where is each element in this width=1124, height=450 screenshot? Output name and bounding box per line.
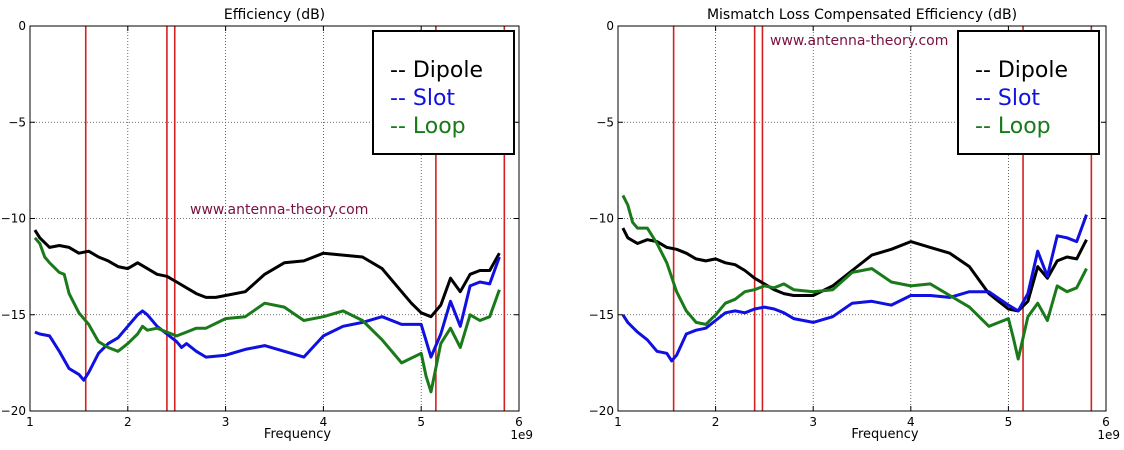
grid bbox=[618, 26, 1106, 411]
x-tick-label: 4 bbox=[320, 415, 328, 429]
watermark-text: www.antenna-theory.com bbox=[770, 33, 948, 49]
chart-title: Mismatch Loss Compensated Efficiency (dB… bbox=[707, 7, 1017, 23]
legend-entry: -- Slot bbox=[390, 86, 455, 111]
x-tick-label: 6 bbox=[1102, 415, 1110, 429]
x-tick-label: 3 bbox=[222, 415, 230, 429]
x-tick-label: 5 bbox=[1005, 415, 1013, 429]
x-axis-label: Frequency bbox=[851, 427, 918, 442]
legend-box bbox=[372, 30, 515, 155]
y-tick-label: −10 bbox=[589, 212, 614, 226]
series-line-loop bbox=[621, 194, 1088, 361]
series-line-slot bbox=[34, 256, 501, 382]
chart-efficiency: 1 2 3 4 5 6 0 −5 −10 −15 −20 1e9 Efficiency (dB) Freq… bbox=[1, 7, 533, 442]
legend-entry: -- Dipole bbox=[390, 58, 483, 83]
legend-box bbox=[957, 30, 1100, 155]
watermark-text: www.antenna-theory.com bbox=[190, 202, 368, 218]
legend: -- Dipole -- Slot -- Loop bbox=[372, 30, 515, 155]
x-offset-label: 1e9 bbox=[510, 428, 533, 442]
x-tick-label: 2 bbox=[712, 415, 720, 429]
grid bbox=[30, 26, 519, 411]
x-tick-label: 4 bbox=[907, 415, 915, 429]
x-tick-label: 5 bbox=[417, 415, 425, 429]
y-tick-label: 0 bbox=[606, 19, 614, 33]
series-line-dipole bbox=[621, 227, 1088, 313]
series-line-dipole bbox=[33, 229, 501, 319]
legend: -- Dipole -- Slot -- Loop bbox=[957, 30, 1100, 155]
x-tick-label: 1 bbox=[26, 415, 34, 429]
chart-title: Efficiency (dB) bbox=[224, 7, 325, 23]
y-tick-label: −20 bbox=[1, 404, 26, 418]
series-line-slot bbox=[621, 214, 1088, 363]
x-tick-label: 6 bbox=[515, 415, 523, 429]
x-tick-label: 3 bbox=[809, 415, 817, 429]
series-line-loop bbox=[33, 236, 501, 394]
legend-entry: -- Slot bbox=[975, 86, 1040, 111]
legend-entry: -- Loop bbox=[975, 114, 1051, 139]
y-tick-label: −15 bbox=[589, 308, 614, 322]
legend-entry: -- Loop bbox=[390, 114, 466, 139]
y-tick-label: −5 bbox=[8, 115, 26, 129]
y-tick-label: −5 bbox=[596, 115, 614, 129]
y-tick-label: −10 bbox=[1, 212, 26, 226]
y-tick-label: −20 bbox=[589, 404, 614, 418]
x-tick-label: 1 bbox=[614, 415, 622, 429]
y-tick-label: −15 bbox=[1, 308, 26, 322]
legend-entry: -- Dipole bbox=[975, 58, 1068, 83]
x-tick-label: 2 bbox=[124, 415, 132, 429]
y-tick-label: 0 bbox=[18, 19, 26, 33]
x-offset-label: 1e9 bbox=[1097, 428, 1120, 442]
x-axis-label: Frequency bbox=[264, 427, 331, 442]
chart-compensated-efficiency: 1 2 3 4 5 6 0 −5 −10 −15 −20 1e9 Mismatch Loss Compe… bbox=[589, 7, 1120, 442]
